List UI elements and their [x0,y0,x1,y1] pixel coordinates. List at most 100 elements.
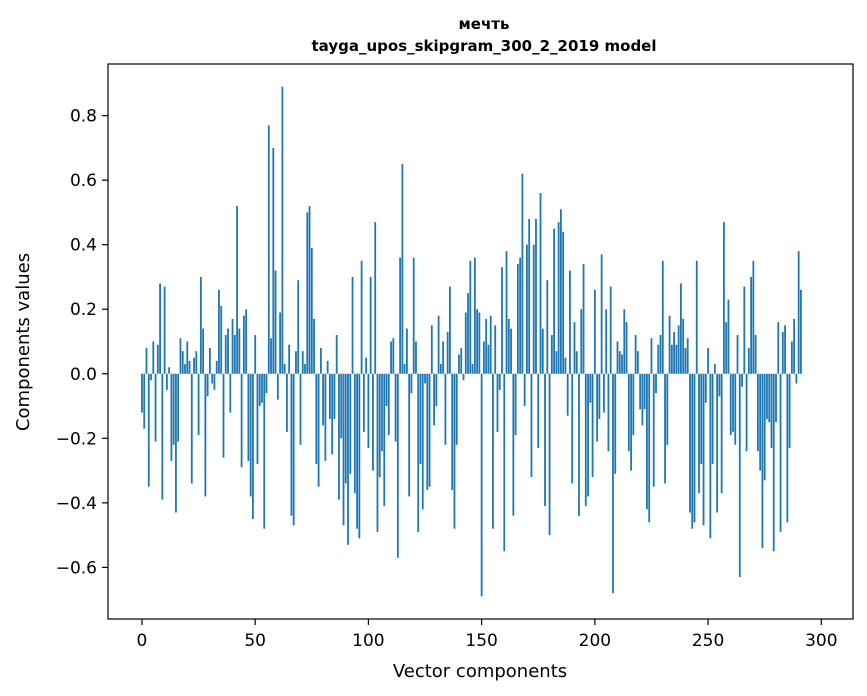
bar [267,125,270,374]
bar [790,341,793,374]
bar [793,318,796,374]
bar [326,360,329,374]
bar [401,164,404,374]
bar [410,373,413,394]
bar [254,335,257,374]
bar [700,373,703,465]
bar [437,315,440,374]
bar [222,373,225,458]
bar [750,276,753,374]
bar [417,373,420,532]
bar [335,335,338,374]
y-tick-label: 0.2 [70,300,97,320]
bar [756,373,759,452]
bar [673,331,676,374]
y-tick-label: 0.4 [70,236,97,256]
bar [646,373,648,510]
bar [492,373,494,529]
bar [283,364,286,374]
bar [630,373,632,471]
bar [342,373,345,526]
bar [618,351,621,374]
y-tick-label: 0.6 [70,171,97,191]
bar [276,373,279,400]
bar [734,373,737,445]
bar [406,328,408,374]
bar [668,315,671,374]
bar [245,309,248,374]
bar [202,328,205,374]
bar [233,335,236,374]
bar [627,373,630,452]
bar [489,315,492,374]
bar [578,373,580,516]
x-tick-label: 50 [244,631,266,651]
bar [788,373,791,448]
bar [670,344,673,374]
bar [213,373,216,390]
bar [426,373,429,490]
bar [338,373,340,500]
bar [603,373,605,413]
bar [344,373,347,484]
bar [566,373,569,416]
bar [360,260,363,374]
bar [476,309,479,374]
bar [707,347,709,374]
bar [340,373,343,439]
bar [754,335,757,374]
bar [412,257,415,374]
y-tick-label: 0.8 [70,107,97,127]
bar [353,373,356,494]
bar [541,328,544,374]
bar [156,344,159,374]
bar [464,312,467,374]
bar [451,373,454,490]
bar [392,338,395,374]
bar [550,335,553,374]
bar [779,373,782,532]
bar [385,373,388,407]
bar [419,373,422,465]
bar [738,373,741,578]
bar [752,260,755,374]
bar [362,373,365,432]
bar [612,373,614,594]
bar [242,315,245,374]
bar [679,283,682,374]
bar [188,360,191,374]
bar [571,373,574,484]
bar [768,373,771,423]
bar [374,222,377,374]
bar [643,373,646,410]
bar [614,373,617,474]
bar [349,373,352,474]
bar [367,373,370,448]
bar [455,373,458,445]
bar [702,373,705,526]
bar [727,299,730,374]
bar [152,341,155,374]
bar [458,354,460,374]
bar [306,212,309,374]
bar [297,280,300,374]
bar [227,328,229,374]
bar [759,373,762,471]
bar [444,373,447,445]
bar [691,373,694,529]
bar [313,318,315,374]
bar [381,373,383,452]
bar [580,309,583,374]
bar [218,289,220,374]
bar [621,354,623,374]
bar [274,270,277,374]
bar [607,373,610,452]
bar [553,228,555,374]
bar [272,147,275,374]
bars-group [141,86,802,597]
bar [528,218,531,374]
bar [523,373,526,407]
bar [709,373,712,539]
bar [770,373,773,448]
bar [150,373,152,381]
